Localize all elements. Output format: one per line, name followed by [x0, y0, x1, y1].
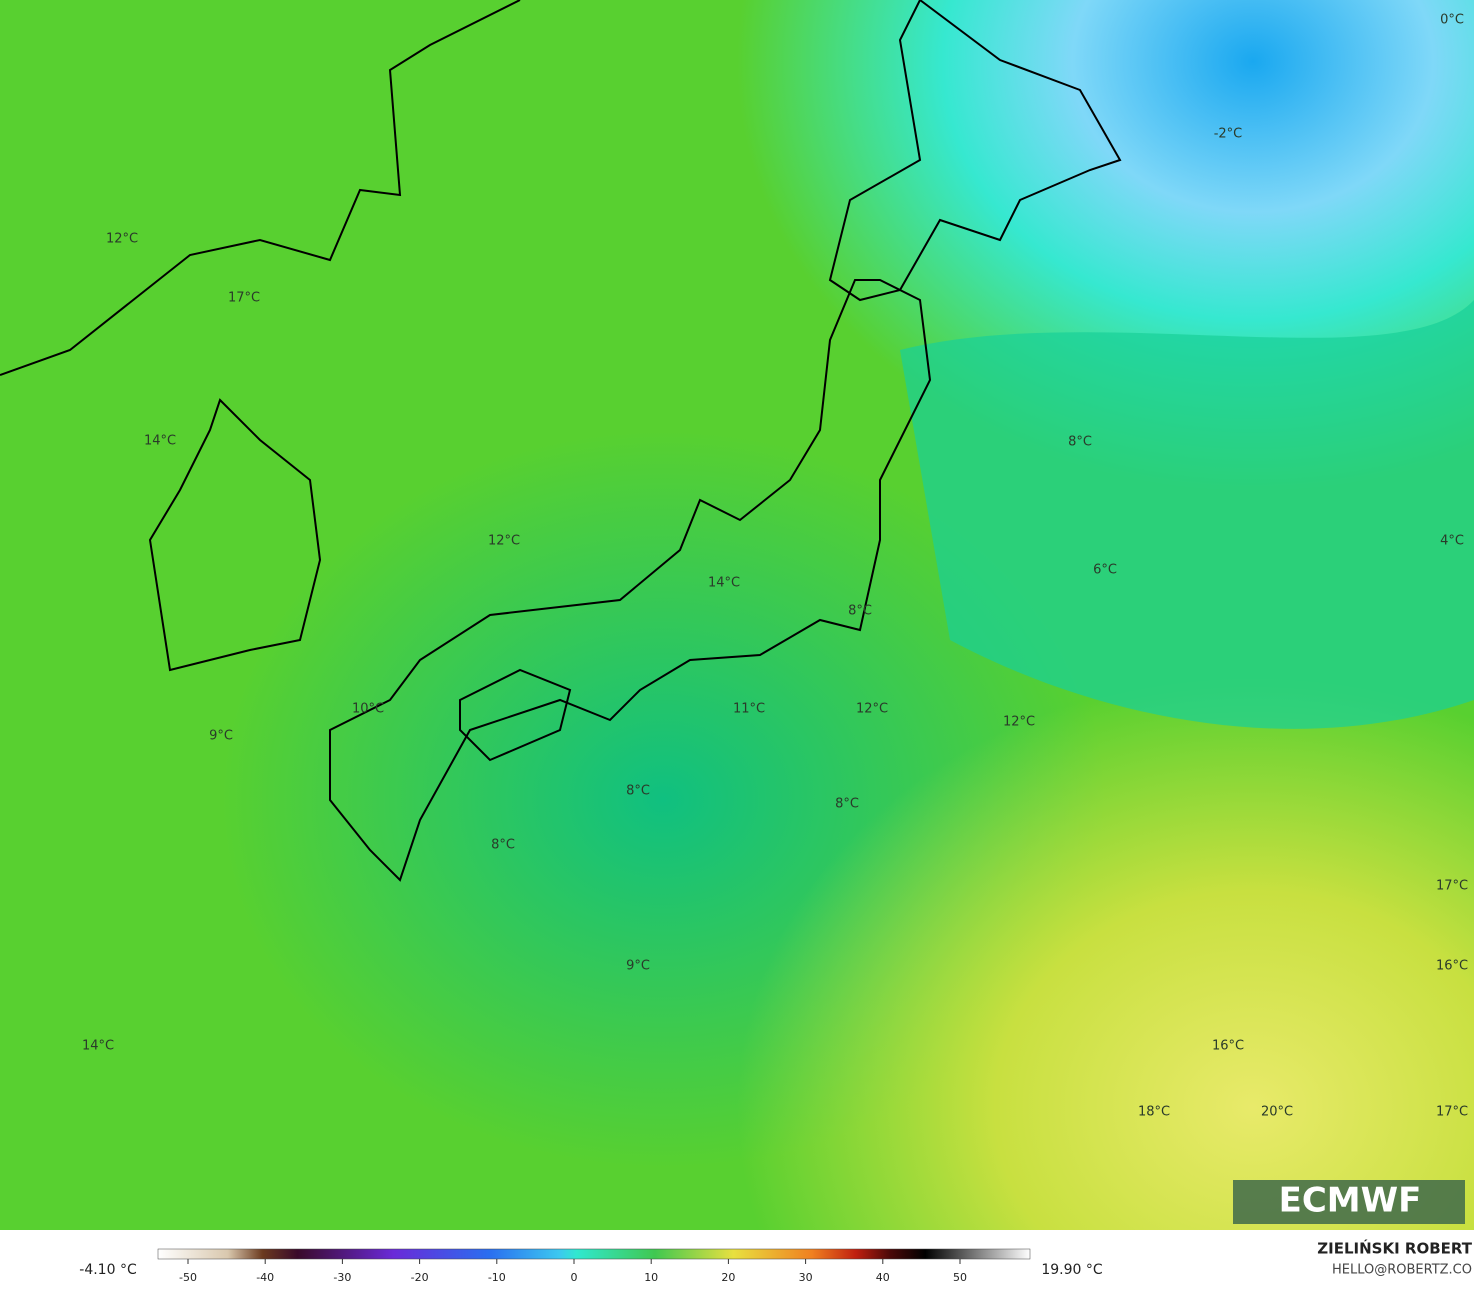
dynamic: 0°C -2°C 12°C 17°C 14°C 8°C 12°C 4°C 6°C 14°C 8°C 1… [82, 13, 1468, 1285]
colorbar-tick-label: -30 [333, 1271, 351, 1284]
temp-label: 14°C [144, 434, 176, 449]
colorbar-tick-label: 40 [876, 1271, 890, 1284]
logo-box [1233, 1180, 1465, 1224]
temp-label: 6°C [1093, 563, 1117, 578]
temp-label: 8°C [835, 797, 859, 812]
temp-label: 4°C [1440, 534, 1464, 549]
author: ZIELIŃSKI ROBERT [1317, 1239, 1472, 1258]
colorbar-tick-label: 20 [721, 1271, 735, 1284]
temp-label: 17°C [1436, 879, 1468, 894]
temp-label: 9°C [626, 959, 650, 974]
colorbar-tick-label: -10 [488, 1271, 506, 1284]
colorbar-tick-label: 10 [644, 1271, 658, 1284]
temp-label: 14°C [82, 1039, 114, 1054]
temp-label: 14°C [708, 576, 740, 591]
colorbar-tick-label: -50 [179, 1271, 197, 1284]
temp-label: 8°C [848, 604, 872, 619]
temp-label: 12°C [1003, 715, 1035, 730]
temp-label: 8°C [491, 838, 515, 853]
colorbar-tick-label: 30 [799, 1271, 813, 1284]
temp-label: 0°C [1440, 13, 1464, 28]
max-label: 19.90 °C [1041, 1262, 1103, 1278]
temp-label: 9°C [209, 729, 233, 744]
temp-label: 20°C [1261, 1105, 1293, 1120]
logo: ECMWF [1279, 1181, 1422, 1221]
map: ECMWF [0, 0, 1474, 1230]
temp-label: 18°C [1138, 1105, 1170, 1120]
temp-label: 12°C [106, 232, 138, 247]
temp-label: 16°C [1212, 1039, 1244, 1054]
temp-label: 10°C [352, 702, 384, 717]
min-label: -4.10 °C [79, 1262, 137, 1278]
temp-label: 11°C [733, 702, 765, 717]
temp-label: 8°C [626, 784, 650, 799]
temp-label: 17°C [1436, 1105, 1468, 1120]
temp-label: -2°C [1214, 127, 1243, 142]
temp-label: 16°C [1436, 959, 1468, 974]
email: HELLO@ROBERTZ.CO [1332, 1263, 1472, 1278]
colorbar-tick-label: -20 [411, 1271, 429, 1284]
coastline [0, 0, 1122, 882]
colorbar-tick-label: -40 [256, 1271, 274, 1284]
temp-label: 12°C [488, 534, 520, 549]
colorbar-tick-label: 50 [953, 1271, 967, 1284]
colorbar-tick-label: 0 [571, 1271, 578, 1284]
temp-label: 8°C [1068, 435, 1092, 450]
temp-label: 17°C [228, 291, 260, 306]
east-sea-zone [900, 300, 1474, 729]
temp-label: 12°C [856, 702, 888, 717]
colorbar [157, 1248, 1031, 1260]
